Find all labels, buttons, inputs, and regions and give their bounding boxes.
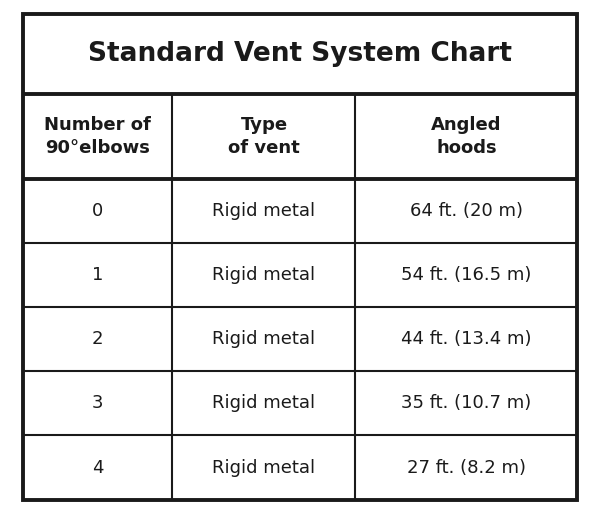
Text: 3: 3 <box>92 394 103 412</box>
Text: 0: 0 <box>92 202 103 220</box>
Text: Number of
90°elbows: Number of 90°elbows <box>44 116 151 157</box>
Text: 35 ft. (10.7 m): 35 ft. (10.7 m) <box>401 394 532 412</box>
Text: 4: 4 <box>92 458 103 476</box>
Text: 1: 1 <box>92 266 103 284</box>
Text: 27 ft. (8.2 m): 27 ft. (8.2 m) <box>407 458 526 476</box>
Text: Rigid metal: Rigid metal <box>212 202 316 220</box>
Text: Rigid metal: Rigid metal <box>212 394 316 412</box>
Text: Rigid metal: Rigid metal <box>212 330 316 348</box>
Text: 54 ft. (16.5 m): 54 ft. (16.5 m) <box>401 266 532 284</box>
Text: Angled
hoods: Angled hoods <box>431 116 502 157</box>
Text: Type
of vent: Type of vent <box>228 116 300 157</box>
Text: Rigid metal: Rigid metal <box>212 458 316 476</box>
Text: Rigid metal: Rigid metal <box>212 266 316 284</box>
Text: 64 ft. (20 m): 64 ft. (20 m) <box>410 202 523 220</box>
Text: 2: 2 <box>92 330 103 348</box>
Text: Standard Vent System Chart: Standard Vent System Chart <box>88 41 512 67</box>
Text: 44 ft. (13.4 m): 44 ft. (13.4 m) <box>401 330 532 348</box>
